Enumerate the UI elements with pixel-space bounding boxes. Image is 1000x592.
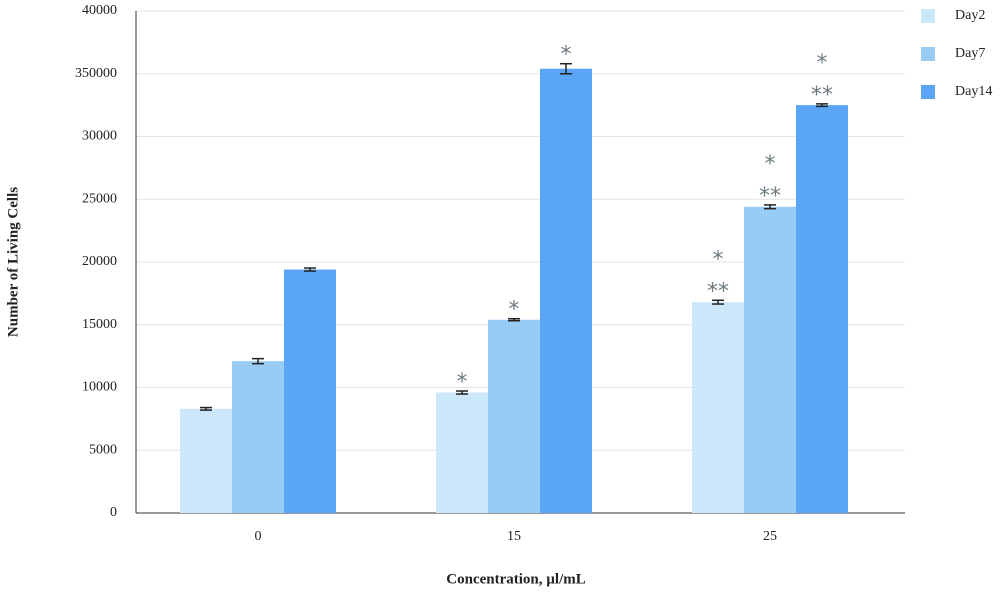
significance-marker: * xyxy=(765,152,776,177)
legend-label: Day7 xyxy=(955,46,985,61)
x-axis-label: Concentration, µl/mL xyxy=(446,571,585,587)
x-tick-label: 15 xyxy=(507,529,521,544)
significance-marker: ** xyxy=(707,279,729,304)
bar xyxy=(488,319,540,513)
significance-marker: * xyxy=(561,43,572,68)
bar xyxy=(180,408,232,513)
significance-marker: ** xyxy=(759,184,781,209)
significance-marker: * xyxy=(457,370,468,395)
x-tick-label: 25 xyxy=(763,529,777,544)
y-axis-label: Number of Living Cells xyxy=(5,187,21,337)
y-tick-label: 5000 xyxy=(89,442,117,457)
y-tick-label: 0 xyxy=(110,505,117,520)
y-tick-label: 30000 xyxy=(82,129,117,144)
significance-marker: * xyxy=(713,247,724,272)
legend-swatch xyxy=(921,9,935,23)
significance-marker: * xyxy=(509,298,520,323)
y-tick-label: 15000 xyxy=(82,317,117,332)
bar xyxy=(744,206,796,513)
bar xyxy=(436,392,488,513)
bar xyxy=(232,361,284,513)
legend-label: Day2 xyxy=(955,8,985,23)
significance-marker: ** xyxy=(811,83,833,108)
y-tick-label: 25000 xyxy=(82,191,117,206)
legend-label: Day14 xyxy=(955,84,992,99)
legend-swatch xyxy=(921,85,935,99)
bar xyxy=(540,68,592,513)
y-tick-label: 10000 xyxy=(82,380,117,395)
x-tick-label: 0 xyxy=(255,529,262,544)
legend-swatch xyxy=(921,47,935,61)
y-tick-label: 350000 xyxy=(75,66,117,81)
bar xyxy=(692,302,744,513)
bar xyxy=(796,105,848,513)
y-tick-label: 40000 xyxy=(82,3,117,18)
bar xyxy=(284,269,336,513)
y-tick-label: 20000 xyxy=(82,254,117,269)
significance-marker: * xyxy=(817,51,828,76)
